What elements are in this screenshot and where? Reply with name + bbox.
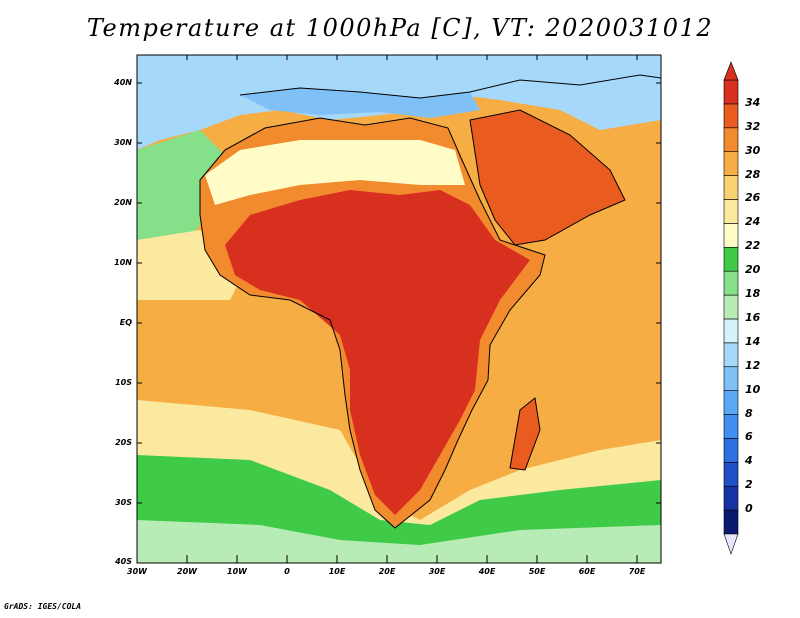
colorbar-swatch	[723, 294, 739, 320]
colorbar-swatch	[723, 79, 739, 105]
colorbar-label: 32	[745, 119, 761, 133]
lon-label: 0	[284, 567, 290, 576]
arabia-coastline	[469, 109, 626, 246]
lat-label: 20N	[114, 198, 132, 207]
lon-label: 10E	[328, 567, 346, 576]
colorbar-label: 6	[745, 430, 753, 444]
north-atlantic-green-region	[137, 130, 230, 250]
colorbar-swatch	[723, 342, 739, 368]
lon-label: 30W	[127, 567, 147, 576]
colorbar-swatch	[723, 414, 739, 439]
colorbar	[723, 61, 739, 555]
colorbar-label: 10	[745, 382, 761, 396]
map-frame	[136, 54, 662, 564]
colorbar-swatch	[723, 485, 739, 511]
colorbar-over-arrow	[723, 61, 739, 81]
colorbar-label: 14	[745, 334, 761, 348]
lon-label: 20E	[378, 567, 396, 576]
axis-ticks	[136, 55, 661, 564]
lon-label: 30E	[428, 567, 446, 576]
madagascar-region	[510, 398, 540, 470]
africa-hot-core	[225, 190, 530, 515]
colorbar-swatch	[723, 366, 739, 391]
colorbar-label: 8	[745, 406, 753, 420]
colorbar-swatch	[723, 438, 739, 463]
mediterranean-cool-region	[240, 88, 480, 118]
lat-label: 40S	[115, 557, 132, 566]
colorbar-swatch	[723, 199, 739, 224]
lon-label: 20W	[177, 567, 197, 576]
colorbar-swatch	[723, 103, 739, 129]
lon-label: 40E	[478, 567, 496, 576]
colorbar-label: 0	[745, 502, 753, 516]
colorbar-swatch	[723, 318, 739, 344]
colorbar-swatch	[723, 246, 739, 272]
temperature-field	[137, 55, 661, 563]
colorbar-swatch	[723, 462, 739, 487]
colorbar-swatch	[723, 509, 739, 535]
lat-label: 20S	[115, 438, 132, 447]
colorbar-label: 4	[745, 454, 753, 468]
arabia-land-region	[470, 110, 625, 245]
colorbar-label: 34	[745, 95, 761, 109]
lat-label: 10N	[114, 258, 132, 267]
colorbar-swatch	[723, 175, 739, 200]
lon-label: 50E	[528, 567, 546, 576]
lat-label: 30N	[114, 138, 132, 147]
colorbar-label: 16	[745, 310, 761, 324]
colorbar-label: 26	[745, 191, 761, 205]
colorbar-under-arrow	[723, 533, 739, 555]
africa-coastline	[199, 117, 546, 529]
lat-label: 40N	[114, 78, 132, 87]
southern-cold-band	[137, 520, 661, 563]
colorbar-label: 22	[745, 239, 761, 253]
map-title: Temperature at 1000hPa [C], VT: 20200310…	[86, 14, 714, 42]
colorbar-swatch	[723, 270, 739, 296]
colorbar-swatch	[723, 223, 739, 248]
lat-label: 10S	[115, 378, 132, 387]
colorbar-label: 28	[745, 167, 761, 181]
lat-label: 30S	[115, 498, 132, 507]
colorbar-label: 30	[745, 143, 761, 157]
sahara-warm-band	[205, 140, 465, 205]
colorbar-label: 18	[745, 287, 761, 301]
colorbar-label: 20	[745, 263, 761, 277]
lon-label: 60E	[578, 567, 596, 576]
colorbar-label: 24	[745, 215, 761, 229]
colorbar-label: 12	[745, 358, 761, 372]
coastlines	[199, 74, 661, 529]
software-credit: GrADS: IGES/COLA	[4, 602, 82, 611]
madagascar-coastline	[509, 397, 541, 471]
lat-label: EQ	[119, 318, 132, 327]
europe-coastline	[239, 74, 661, 99]
colorbar-swatch	[723, 127, 739, 152]
colorbar-swatch	[723, 151, 739, 176]
colorbar-label: 2	[745, 478, 753, 492]
subtropical-pale-region	[137, 230, 240, 300]
colorbar-swatch	[723, 390, 739, 415]
lon-label: 10W	[227, 567, 247, 576]
lon-label: 70E	[628, 567, 646, 576]
